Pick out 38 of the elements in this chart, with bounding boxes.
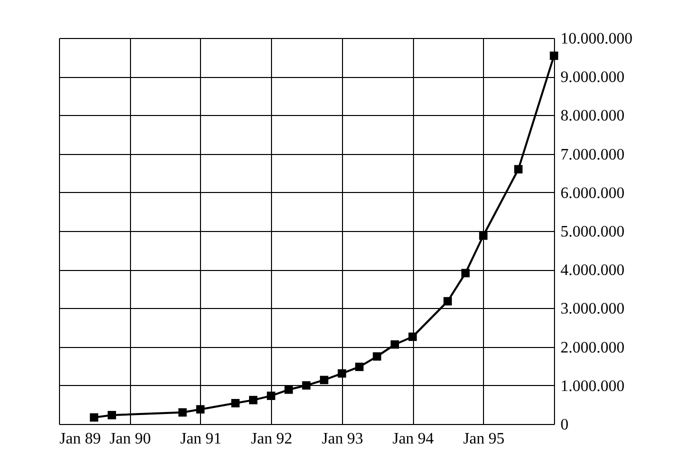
- point: [443, 297, 452, 306]
- point: [320, 376, 328, 384]
- x-tick-label: Jan 89: [60, 430, 101, 448]
- point: [550, 52, 558, 60]
- y-tick-label: 2.000.000: [560, 339, 624, 356]
- y-tick-label: 7.000.000: [560, 146, 624, 164]
- point: [514, 165, 523, 174]
- point: [408, 332, 417, 341]
- point: [231, 398, 240, 408]
- point: [372, 352, 382, 361]
- x-tick-label: Jan 91: [180, 430, 222, 448]
- x-tick-label: Jan 93: [322, 430, 364, 448]
- point: [284, 385, 293, 394]
- x-tick-label: Jan 90: [110, 430, 151, 448]
- point: [178, 408, 187, 417]
- point: [355, 362, 364, 372]
- x-tick-label: Jan 92: [250, 430, 292, 448]
- point: [461, 268, 470, 278]
- y-tick-label: 10.000.000: [560, 30, 632, 48]
- point: [390, 340, 399, 349]
- x-tick-label: Jan 95: [463, 430, 504, 448]
- point: [196, 405, 205, 414]
- y-tick-label: 8.000.000: [560, 108, 624, 125]
- y-tick-label: 6.000.000: [560, 184, 624, 202]
- point: [108, 410, 116, 420]
- x-tick-label: Jan 94: [392, 430, 434, 448]
- y-tick-label: 5.000.000: [560, 224, 624, 240]
- point: [266, 392, 276, 400]
- y-tick-label: 1.000.000: [560, 378, 624, 395]
- point: [302, 381, 310, 390]
- y-tick-label: 4.000.000: [560, 262, 624, 280]
- y-tick-label: 3.000.000: [560, 300, 624, 318]
- point: [338, 369, 346, 378]
- point: [479, 231, 488, 240]
- y-tick-label: 9.000.000: [560, 69, 624, 86]
- point: [249, 396, 258, 404]
- y-tick-label: 0: [560, 416, 568, 434]
- point: [90, 413, 98, 422]
